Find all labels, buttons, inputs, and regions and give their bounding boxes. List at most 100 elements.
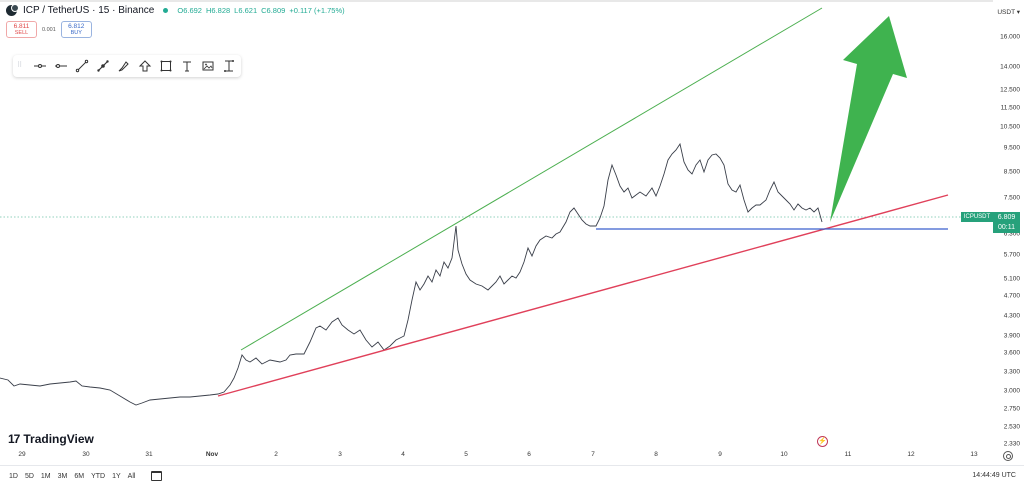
last-price-label: 6.809 00:11: [993, 212, 1020, 233]
arrow-up-icon: [138, 60, 151, 72]
text-icon: [182, 61, 191, 72]
tradingview-logo-icon: 17: [8, 432, 20, 446]
support-trendline: [217, 194, 949, 397]
time-tick: Nov: [205, 451, 219, 458]
price-tick: 12.500: [1000, 86, 1020, 94]
horizontal-ray-tool-button[interactable]: [29, 56, 50, 76]
high-value: H6.828: [205, 6, 231, 15]
price-tick: 2.330: [1003, 440, 1020, 448]
range-6m[interactable]: 6M: [74, 472, 85, 480]
price-tick: 4.700: [1003, 292, 1020, 300]
symbol-price-tag: ICPUSDT: [961, 212, 993, 222]
arrow-mark-tool-button[interactable]: [134, 56, 155, 76]
time-tick: 6: [527, 451, 531, 458]
time-tick: 10: [780, 451, 788, 458]
go-to-date-calendar-icon[interactable]: [151, 471, 163, 481]
image-icon: [202, 61, 213, 71]
symbol-logo-icon: [6, 4, 19, 16]
price-tick: 10.500: [1000, 123, 1020, 131]
bottom-toolbar: 1D 5D 1M 3M 6M YTD 1Y All 14:44:49 UTC: [0, 465, 1024, 486]
range-1d[interactable]: 1D: [9, 472, 18, 480]
horizontal-line-icon: [54, 64, 67, 68]
last-price-value: 6.809: [997, 214, 1016, 221]
ohlc-values: O6.692 H6.828 L6.621 C6.809 +0.117 (+1.7…: [177, 6, 344, 15]
time-tick: 3: [338, 451, 342, 458]
price-tick: 14.000: [1000, 63, 1020, 71]
horizontal-line-tool-button[interactable]: [50, 56, 71, 76]
spread-value: 0.001: [42, 26, 56, 33]
quick-trade-panel: 6.811 SELL 0.001 6.812 BUY: [6, 21, 92, 38]
trend-line-icon: [75, 59, 88, 73]
brush-tool-button[interactable]: [113, 56, 134, 76]
range-1y[interactable]: 1Y: [112, 472, 121, 480]
sell-label: SELL: [14, 30, 29, 36]
image-tool-button[interactable]: [197, 56, 218, 76]
range-all[interactable]: All: [127, 472, 136, 480]
sell-price: 6.811: [13, 23, 30, 30]
time-tick: 29: [18, 451, 26, 458]
price-tick: 5.700: [1003, 251, 1020, 259]
drawing-toolbar: ⠿: [13, 55, 241, 77]
resistance-trendline: [240, 7, 823, 351]
time-tick: 5: [464, 451, 468, 458]
time-tick: 31: [145, 451, 153, 458]
buy-button[interactable]: 6.812 BUY: [60, 21, 92, 38]
info-line-icon: [96, 60, 109, 72]
chart-settings-gear-icon[interactable]: [1003, 451, 1013, 461]
brush-icon: [118, 61, 129, 72]
buy-label: BUY: [70, 30, 82, 36]
time-tick: 13: [970, 451, 978, 458]
sell-button[interactable]: 6.811 SELL: [6, 21, 37, 38]
lightning-event-icon[interactable]: ⚡: [817, 436, 828, 447]
time-axis[interactable]: 29 30 31 Nov 2 3 4 5 6 7 8 9 10 11 12 13: [0, 448, 993, 464]
price-tick: 8.500: [1003, 168, 1020, 176]
time-tick: 12: [907, 451, 915, 458]
price-range-tool-button[interactable]: [218, 56, 239, 76]
range-3m[interactable]: 3M: [57, 472, 68, 480]
bar-countdown: 00:11: [998, 224, 1015, 231]
time-tick: 9: [718, 451, 722, 458]
time-tick: 4: [401, 451, 405, 458]
price-tick: 5.100: [1003, 275, 1020, 283]
chart-pane[interactable]: ICP / TetherUS · 15 · Binance O6.692 H6.…: [0, 0, 993, 458]
price-chart[interactable]: [0, 0, 993, 458]
symbol-title[interactable]: ICP / TetherUS · 15 · Binance: [23, 5, 155, 16]
change-value: +0.117 (+1.75%): [289, 6, 345, 15]
close-value: C6.809: [261, 6, 286, 15]
price-tick: 6.300: [1003, 230, 1020, 238]
time-tick: 11: [844, 451, 852, 458]
time-tick: 2: [274, 451, 278, 458]
price-tick: 3.600: [1003, 349, 1020, 357]
market-status-dot: [163, 8, 169, 13]
rectangle-tool-button[interactable]: [155, 56, 176, 76]
price-tick: 2.530: [1003, 423, 1020, 431]
bullish-arrow-annotation: [830, 16, 907, 222]
utc-clock[interactable]: 14:44:49 UTC: [972, 472, 1016, 479]
price-range-icon: [223, 60, 234, 72]
price-tick: 9.500: [1003, 144, 1020, 152]
drag-handle-icon[interactable]: ⠿: [17, 62, 23, 69]
low-value: L6.621: [234, 6, 258, 15]
symbol-legend: ICP / TetherUS · 15 · Binance O6.692 H6.…: [6, 4, 345, 16]
info-line-tool-button[interactable]: [92, 56, 113, 76]
range-ytd[interactable]: YTD: [91, 472, 106, 480]
price-tick: 4.300: [1003, 312, 1020, 320]
price-tick: 3.900: [1003, 332, 1020, 340]
date-range-buttons: 1D 5D 1M 3M 6M YTD 1Y All: [0, 473, 135, 480]
currency-selector[interactable]: USDT ▾: [997, 9, 1020, 16]
horizontal-ray-icon: [33, 64, 46, 68]
tradingview-logo[interactable]: 17 TradingView: [8, 432, 94, 446]
price-tick: 11.500: [1000, 104, 1020, 112]
price-tick: 3.300: [1003, 368, 1020, 376]
open-value: O6.692: [177, 6, 202, 15]
price-tick: 16.000: [1000, 33, 1020, 41]
text-tool-button[interactable]: [176, 56, 197, 76]
time-tick: 7: [591, 451, 595, 458]
buy-price: 6.812: [68, 23, 85, 30]
candles-series: [0, 142, 823, 406]
range-1m[interactable]: 1M: [40, 472, 51, 480]
trend-line-tool-button[interactable]: [71, 56, 92, 76]
time-tick: 30: [82, 451, 90, 458]
range-5d[interactable]: 5D: [24, 472, 34, 480]
